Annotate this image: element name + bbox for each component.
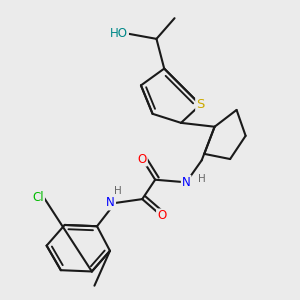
Text: Cl: Cl: [32, 191, 44, 204]
Text: HO: HO: [110, 27, 128, 40]
Text: N: N: [106, 196, 115, 209]
Text: S: S: [196, 98, 205, 111]
Text: H: H: [198, 174, 206, 184]
Text: H: H: [114, 186, 122, 197]
Text: O: O: [157, 209, 166, 222]
Text: O: O: [138, 152, 147, 166]
Text: N: N: [182, 176, 190, 189]
